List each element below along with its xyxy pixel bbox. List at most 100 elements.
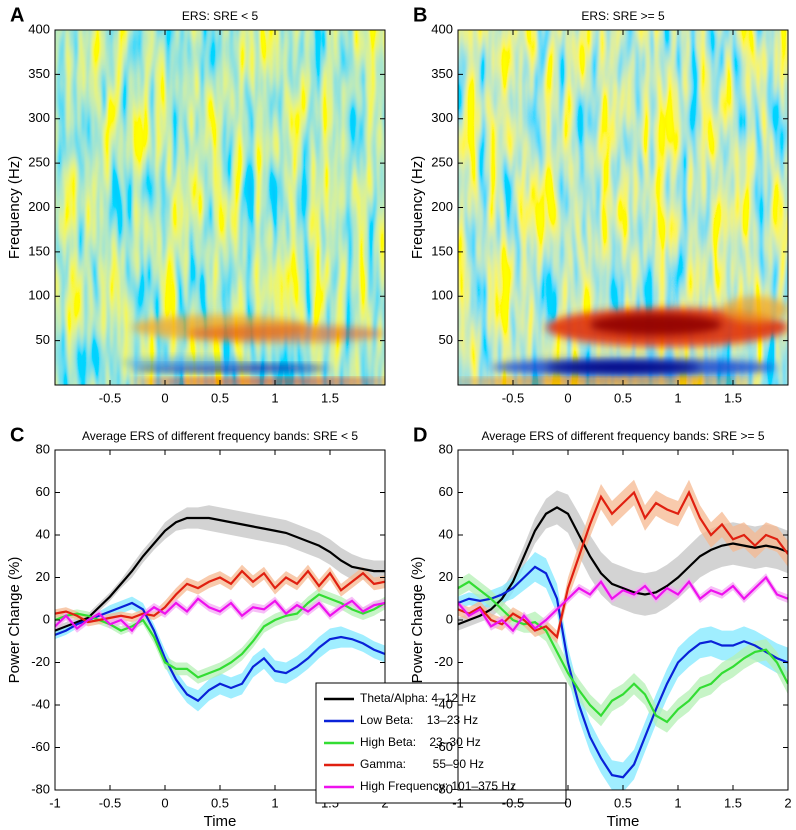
y-axis-label: Frequency (Hz) <box>6 156 23 259</box>
x-tick-label: 1 <box>271 390 278 405</box>
y-tick-label: 0 <box>446 611 453 626</box>
legend-label: High Beta: 23–30 Hz <box>360 735 481 749</box>
chart-title: ERS: SRE >= 5 <box>581 9 665 23</box>
x-tick-label: 0.5 <box>614 795 632 810</box>
x-tick-label: -1 <box>452 795 464 810</box>
series-line <box>458 506 788 626</box>
y-tick-label: -80 <box>31 781 50 796</box>
x-tick-label: -0.5 <box>502 390 524 405</box>
y-tick-label: -40 <box>434 696 453 711</box>
spectrogram-feature <box>546 361 700 373</box>
x-axis-label: Time <box>607 813 640 830</box>
legend-label: Gamma: 55–90 Hz <box>360 757 484 771</box>
y-tick-label: 400 <box>28 21 50 36</box>
series-line <box>458 580 788 724</box>
x-tick-label: 2 <box>784 795 791 810</box>
error-band <box>55 564 385 627</box>
spectrogram-feature <box>722 296 788 323</box>
y-tick-label: 300 <box>28 110 50 125</box>
y-tick-label: -60 <box>434 739 453 754</box>
legend-box <box>315 682 567 804</box>
error-band <box>458 490 788 631</box>
error-band <box>458 573 788 635</box>
y-tick-label: 80 <box>439 441 453 456</box>
y-tick-label: 60 <box>439 484 453 499</box>
chart-title: ERS: SRE < 5 <box>182 9 259 23</box>
spectrogram-feature <box>132 378 385 385</box>
x-tick-label: 1.5 <box>724 390 742 405</box>
plot-area <box>458 30 788 385</box>
y-tick-label: 150 <box>28 243 50 258</box>
x-tick-label: -0.5 <box>502 795 524 810</box>
y-tick-label: 50 <box>439 332 453 347</box>
spectrogram-feature <box>590 314 722 336</box>
y-axis-label: Power Change (%) <box>6 557 23 684</box>
y-tick-label: -80 <box>434 781 453 796</box>
y-tick-label: 350 <box>28 66 50 81</box>
y-tick-label: 350 <box>431 66 453 81</box>
spectrogram-feature <box>187 324 385 343</box>
series-line <box>458 489 788 640</box>
series-line <box>55 601 385 703</box>
y-tick-label: -40 <box>31 696 50 711</box>
legend-label: Low Beta: 13–23 Hz <box>360 713 478 727</box>
x-tick-label: 1 <box>674 390 681 405</box>
error-band <box>458 479 788 644</box>
x-tick-label: 0.5 <box>211 795 229 810</box>
panel-label: C <box>10 424 24 446</box>
panel-label: D <box>413 424 427 446</box>
panel-label: B <box>413 4 427 26</box>
y-tick-label: -60 <box>31 739 50 754</box>
x-tick-label: 1 <box>674 795 681 810</box>
y-tick-label: 300 <box>431 110 453 125</box>
plot-area <box>55 505 385 712</box>
x-tick-label: 0 <box>564 390 571 405</box>
error-band <box>458 573 788 733</box>
y-tick-label: 100 <box>28 288 50 303</box>
series-line <box>458 565 788 779</box>
y-tick-label: 20 <box>439 569 453 584</box>
series-line <box>55 597 385 633</box>
chart-title: Average ERS of different frequency bands… <box>481 429 764 443</box>
y-tick-label: 50 <box>36 332 50 347</box>
x-tick-label: 0.5 <box>614 390 632 405</box>
y-tick-label: 250 <box>431 155 453 170</box>
x-tick-label: 0.5 <box>211 390 229 405</box>
y-axis-label: Frequency (Hz) <box>409 156 426 259</box>
error-band <box>55 505 385 635</box>
y-tick-label: 40 <box>36 526 50 541</box>
panel-label: A <box>10 4 24 26</box>
y-tick-label: 200 <box>431 199 453 214</box>
y-tick-label: 80 <box>36 441 50 456</box>
x-tick-label: 1 <box>271 795 278 810</box>
y-tick-label: 40 <box>439 526 453 541</box>
plot-area <box>458 479 788 790</box>
y-tick-label: -20 <box>434 654 453 669</box>
x-tick-label: -1 <box>49 795 61 810</box>
error-band <box>55 596 385 712</box>
spectrogram-feature <box>121 357 253 369</box>
x-tick-label: 1.5 <box>321 390 339 405</box>
x-tick-label: 0 <box>564 795 571 810</box>
x-tick-label: 0 <box>161 390 168 405</box>
x-tick-label: 1.5 <box>724 795 742 810</box>
y-tick-label: -20 <box>31 654 50 669</box>
y-axis-label: Power Change (%) <box>409 557 426 684</box>
y-tick-label: 150 <box>431 243 453 258</box>
x-axis-label: Time <box>204 813 237 830</box>
legend-label: Theta/Alpha: 4–12 Hz <box>360 691 476 705</box>
plot-area <box>55 30 385 385</box>
y-tick-label: 60 <box>36 484 50 499</box>
chart-title: Average ERS of different frequency bands… <box>82 429 358 443</box>
y-tick-label: 100 <box>431 288 453 303</box>
x-tick-label: 0 <box>161 795 168 810</box>
x-tick-label: -0.5 <box>99 390 121 405</box>
y-tick-label: 200 <box>28 199 50 214</box>
y-tick-label: 20 <box>36 569 50 584</box>
series-line <box>55 516 385 632</box>
y-tick-label: 250 <box>28 155 50 170</box>
x-tick-label: -0.5 <box>99 795 121 810</box>
y-tick-label: 400 <box>431 21 453 36</box>
series-line <box>458 575 788 633</box>
